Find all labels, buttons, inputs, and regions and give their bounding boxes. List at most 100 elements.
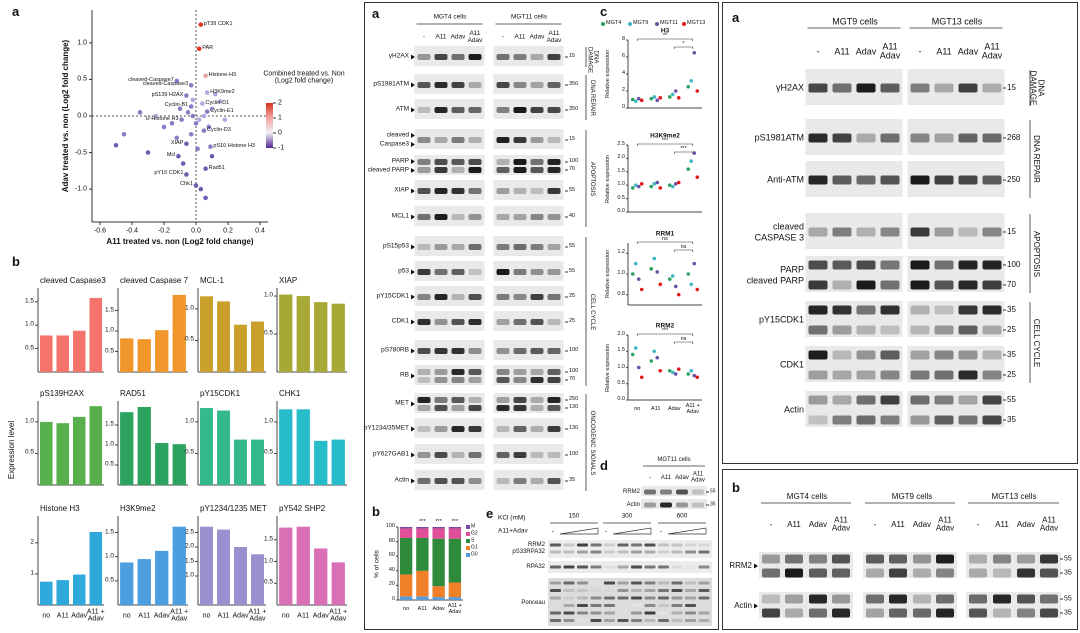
- band: [785, 554, 803, 564]
- band: [547, 348, 561, 354]
- dot: [670, 92, 675, 97]
- dot: [639, 98, 644, 103]
- sig-label: ***: [451, 519, 459, 526]
- sig-label: **: [662, 32, 668, 39]
- lane-label: -: [604, 528, 608, 536]
- band: [866, 568, 884, 578]
- bar-segment: [399, 596, 413, 600]
- band: [434, 478, 448, 484]
- row-label: cleaved PARP: [746, 274, 804, 285]
- band: [563, 581, 575, 585]
- band: [832, 608, 850, 618]
- band: [631, 619, 642, 622]
- point: [209, 153, 215, 159]
- x-tick-label: -0.2: [157, 227, 171, 235]
- x-tick-label: Adav: [153, 612, 170, 620]
- blot-background: [414, 286, 485, 306]
- band: [513, 159, 527, 165]
- y-tick-label: 1.5: [104, 306, 114, 314]
- blot-background: [493, 74, 564, 94]
- bar: [279, 294, 293, 372]
- band: [513, 452, 527, 458]
- band: [547, 426, 561, 432]
- band: [856, 305, 876, 315]
- y-axis-label: % of cells: [373, 549, 381, 578]
- row-label: Actin: [394, 476, 409, 484]
- bar: [331, 562, 345, 605]
- band: [530, 478, 544, 484]
- lane-label: A11: [660, 474, 672, 481]
- row-label: Actin: [783, 404, 804, 415]
- y-axis-label: Expression level: [6, 420, 16, 480]
- band: [417, 369, 431, 375]
- point: [203, 73, 208, 79]
- band: [856, 133, 876, 143]
- chart-title: pS139H2AX: [40, 388, 85, 398]
- band: [417, 397, 431, 403]
- bar-segment: [448, 538, 462, 583]
- blot-background: [414, 418, 485, 438]
- point: [204, 90, 210, 95]
- mw-label: 350: [569, 81, 579, 88]
- blot-background: [414, 74, 485, 94]
- band: [547, 159, 561, 165]
- bar: [72, 574, 86, 605]
- band: [993, 608, 1011, 618]
- mw-label: 25: [1007, 324, 1016, 334]
- panel-border: [364, 2, 719, 630]
- blot-background: [493, 99, 564, 119]
- band: [590, 550, 602, 554]
- row-marker: [411, 294, 415, 300]
- band: [434, 107, 448, 113]
- dot: [689, 79, 694, 83]
- sig-bracket: [636, 241, 694, 244]
- band: [547, 82, 561, 88]
- y-tick-label: 1.0: [617, 270, 625, 277]
- row-label: cleaved: [772, 220, 804, 231]
- dot: [636, 277, 641, 281]
- group-label: DNA REPAIR: [589, 79, 596, 116]
- row-label: pY627GAB1: [372, 450, 409, 458]
- blot-background: [414, 311, 485, 331]
- mw-label: 100: [569, 158, 579, 165]
- band: [434, 159, 448, 165]
- legend-swatch: [628, 22, 632, 26]
- dot: [649, 96, 654, 101]
- band: [880, 260, 900, 270]
- band: [934, 395, 954, 405]
- band: [547, 397, 561, 403]
- legend-label: MGT9: [633, 20, 649, 27]
- point: [193, 183, 199, 188]
- x-tick-label: 0.4: [255, 227, 265, 235]
- y-tick-label: 0.0: [617, 396, 625, 403]
- blot-background: [548, 561, 712, 573]
- dot: [673, 89, 678, 93]
- row-label: γH2AX: [775, 82, 804, 93]
- band: [417, 478, 431, 484]
- band: [563, 550, 575, 554]
- band: [530, 426, 544, 432]
- bar-segment: [399, 527, 413, 529]
- y-axis-label: Relative expression: [605, 154, 612, 203]
- x-tick-label: no: [281, 612, 290, 620]
- point: [201, 128, 207, 133]
- band: [1017, 568, 1035, 578]
- band: [658, 550, 669, 554]
- band: [547, 405, 561, 411]
- band: [434, 188, 448, 194]
- band: [698, 596, 710, 600]
- band: [866, 594, 884, 604]
- chart-title: pY15CDK1: [200, 388, 241, 398]
- band: [644, 589, 656, 592]
- bar: [217, 301, 230, 372]
- dot: [670, 274, 675, 278]
- dot: [630, 97, 635, 102]
- panel-label: e: [486, 506, 494, 522]
- lane-label: Adav: [1016, 519, 1036, 529]
- point: [188, 104, 194, 109]
- band: [880, 175, 900, 185]
- x-tick-label: A11 + Adav: [86, 608, 105, 623]
- y-axis-label: Relative expression: [605, 50, 612, 98]
- band: [451, 137, 465, 143]
